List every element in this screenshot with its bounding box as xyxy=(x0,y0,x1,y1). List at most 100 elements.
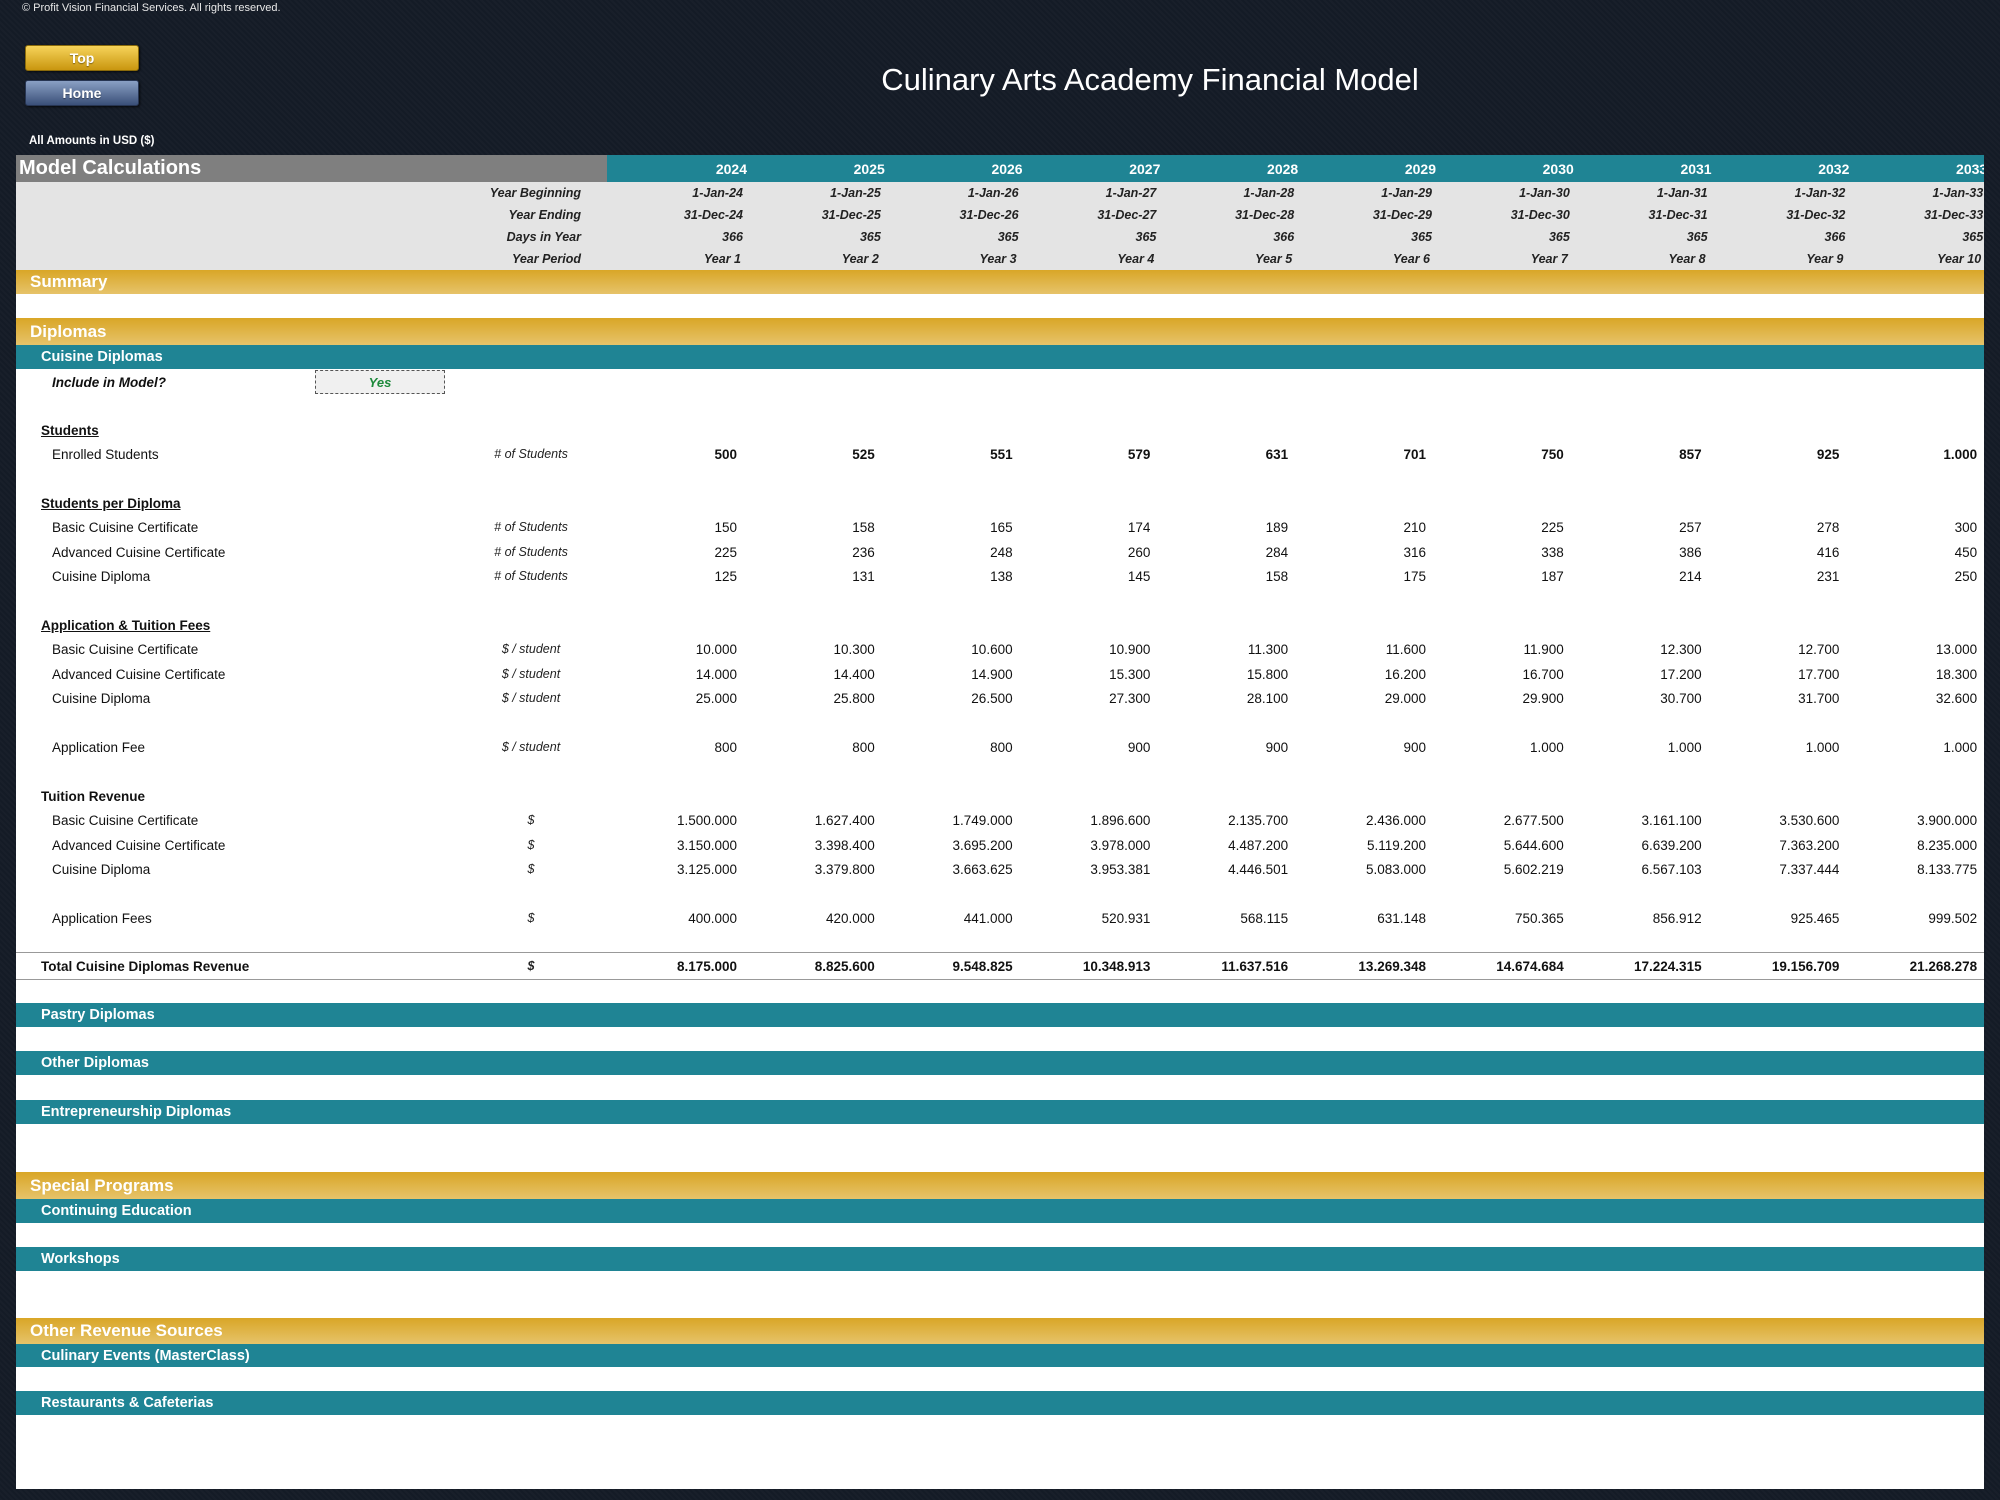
value-cell[interactable]: 248 xyxy=(990,544,1013,560)
value-cell[interactable]: 1.500.000 xyxy=(676,812,737,828)
value-cell[interactable]: 1.000 xyxy=(1805,739,1840,755)
value-cell[interactable]: 5.083.000 xyxy=(1365,861,1426,877)
value-cell[interactable]: 4.487.200 xyxy=(1228,837,1289,853)
value-cell[interactable]: 1.627.400 xyxy=(814,812,875,828)
value-cell[interactable]: 857 xyxy=(1679,446,1702,462)
value-cell[interactable]: 3.398.400 xyxy=(814,837,875,853)
value-cell[interactable]: 900 xyxy=(1403,739,1426,755)
value-cell[interactable]: 17.224.315 xyxy=(1634,958,1702,974)
value-cell[interactable]: 29.000 xyxy=(1384,690,1426,706)
value-cell[interactable]: 2.135.700 xyxy=(1228,812,1289,828)
value-cell[interactable]: 13.000 xyxy=(1935,641,1978,657)
value-cell[interactable]: 210 xyxy=(1403,519,1426,535)
value-cell[interactable]: 750.365 xyxy=(1514,910,1564,926)
value-cell[interactable]: 10.348.913 xyxy=(1082,958,1151,974)
culinary-events-header[interactable]: Culinary Events (MasterClass) xyxy=(16,1344,1984,1367)
summary-section-header[interactable]: Summary xyxy=(16,270,1984,294)
value-cell[interactable]: 701 xyxy=(1403,446,1426,462)
value-cell[interactable]: 284 xyxy=(1265,544,1289,560)
value-cell[interactable]: 31.700 xyxy=(1798,690,1840,706)
value-cell[interactable]: 1.896.600 xyxy=(1090,812,1151,828)
value-cell[interactable]: 3.125.000 xyxy=(676,861,737,877)
value-cell[interactable]: 1.000 xyxy=(1530,739,1564,755)
value-cell[interactable]: 250 xyxy=(1954,568,1978,584)
value-cell[interactable]: 10.300 xyxy=(833,641,875,657)
value-cell[interactable]: 1.000 xyxy=(1667,739,1702,755)
value-cell[interactable]: 420.000 xyxy=(825,910,875,926)
value-cell[interactable]: 13.269.348 xyxy=(1358,958,1426,974)
value-cell[interactable]: 165 xyxy=(990,519,1013,535)
value-cell[interactable]: 9.548.825 xyxy=(952,958,1013,974)
home-button[interactable]: Home xyxy=(25,80,139,106)
pastry-diplomas-header[interactable]: Pastry Diplomas xyxy=(16,1003,1984,1027)
value-cell[interactable]: 11.600 xyxy=(1385,641,1426,657)
cuisine-diplomas-header[interactable]: Cuisine Diplomas xyxy=(16,345,1984,369)
value-cell[interactable]: 25.800 xyxy=(833,690,875,706)
value-cell[interactable]: 3.695.200 xyxy=(952,837,1013,853)
value-cell[interactable]: 19.156.709 xyxy=(1771,958,1840,974)
value-cell[interactable]: 3.900.000 xyxy=(1917,812,1978,828)
value-cell[interactable]: 2.677.500 xyxy=(1503,812,1564,828)
value-cell[interactable]: 17.700 xyxy=(1798,666,1840,682)
value-cell[interactable]: 999.502 xyxy=(1928,910,1978,926)
special-programs-section-header[interactable]: Special Programs xyxy=(16,1172,1984,1199)
other-revenue-section-header[interactable]: Other Revenue Sources xyxy=(16,1318,1984,1344)
value-cell[interactable]: 236 xyxy=(852,544,875,560)
value-cell[interactable]: 7.337.444 xyxy=(1779,861,1840,877)
value-cell[interactable]: 28.100 xyxy=(1246,690,1289,706)
value-cell[interactable]: 16.700 xyxy=(1522,666,1564,682)
value-cell[interactable]: 900 xyxy=(1265,739,1289,755)
value-cell[interactable]: 925.465 xyxy=(1790,910,1840,926)
value-cell[interactable]: 225 xyxy=(714,544,737,560)
value-cell[interactable]: 631.148 xyxy=(1377,910,1426,926)
value-cell[interactable]: 8.825.600 xyxy=(814,958,875,974)
value-cell[interactable]: 925 xyxy=(1816,446,1840,462)
value-cell[interactable]: 257 xyxy=(1679,519,1702,535)
value-cell[interactable]: 338 xyxy=(1541,544,1564,560)
value-cell[interactable]: 260 xyxy=(1127,544,1151,560)
value-cell[interactable]: 174 xyxy=(1127,519,1151,535)
value-cell[interactable]: 189 xyxy=(1265,519,1289,535)
value-cell[interactable]: 175 xyxy=(1403,568,1426,584)
value-cell[interactable]: 579 xyxy=(1127,446,1151,462)
value-cell[interactable]: 11.637.516 xyxy=(1221,958,1289,974)
value-cell[interactable]: 3.161.100 xyxy=(1641,812,1702,828)
value-cell[interactable]: 10.900 xyxy=(1109,641,1151,657)
value-cell[interactable]: 26.500 xyxy=(971,690,1013,706)
value-cell[interactable]: 1.749.000 xyxy=(952,812,1013,828)
value-cell[interactable]: 25.000 xyxy=(695,690,737,706)
value-cell[interactable]: 14.000 xyxy=(695,666,737,682)
value-cell[interactable]: 225 xyxy=(1541,519,1564,535)
value-cell[interactable]: 3.150.000 xyxy=(676,837,737,853)
value-cell[interactable]: 278 xyxy=(1816,519,1840,535)
value-cell[interactable]: 386 xyxy=(1679,544,1702,560)
value-cell[interactable]: 187 xyxy=(1541,568,1564,584)
value-cell[interactable]: 158 xyxy=(1265,568,1289,584)
value-cell[interactable]: 4.446.501 xyxy=(1228,861,1289,877)
value-cell[interactable]: 631 xyxy=(1265,446,1289,462)
value-cell[interactable]: 5.119.200 xyxy=(1366,837,1426,853)
value-cell[interactable]: 150 xyxy=(714,519,737,535)
value-cell[interactable]: 5.644.600 xyxy=(1503,837,1564,853)
value-cell[interactable]: 16.200 xyxy=(1384,666,1426,682)
value-cell[interactable]: 750 xyxy=(1541,446,1564,462)
value-cell[interactable]: 231 xyxy=(1816,568,1840,584)
value-cell[interactable]: 300 xyxy=(1954,519,1978,535)
entrepreneurship-diplomas-header[interactable]: Entrepreneurship Diplomas xyxy=(16,1100,1984,1124)
value-cell[interactable]: 21.268.278 xyxy=(1909,958,1978,974)
value-cell[interactable]: 800 xyxy=(852,739,875,755)
value-cell[interactable]: 32.600 xyxy=(1935,690,1978,706)
value-cell[interactable]: 158 xyxy=(852,519,875,535)
value-cell[interactable]: 29.900 xyxy=(1522,690,1564,706)
value-cell[interactable]: 7.363.200 xyxy=(1779,837,1840,853)
value-cell[interactable]: 6.639.200 xyxy=(1641,837,1702,853)
value-cell[interactable]: 520.931 xyxy=(1101,910,1151,926)
continuing-education-header[interactable]: Continuing Education xyxy=(16,1199,1984,1223)
value-cell[interactable]: 316 xyxy=(1403,544,1426,560)
value-cell[interactable]: 900 xyxy=(1127,739,1151,755)
value-cell[interactable]: 11.300 xyxy=(1247,641,1289,657)
value-cell[interactable]: 568.115 xyxy=(1240,910,1289,926)
value-cell[interactable]: 10.600 xyxy=(971,641,1013,657)
value-cell[interactable]: 14.674.684 xyxy=(1496,958,1564,974)
value-cell[interactable]: 131 xyxy=(852,568,875,584)
